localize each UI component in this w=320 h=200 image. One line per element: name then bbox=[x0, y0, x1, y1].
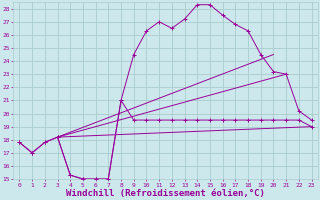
X-axis label: Windchill (Refroidissement éolien,°C): Windchill (Refroidissement éolien,°C) bbox=[66, 189, 265, 198]
